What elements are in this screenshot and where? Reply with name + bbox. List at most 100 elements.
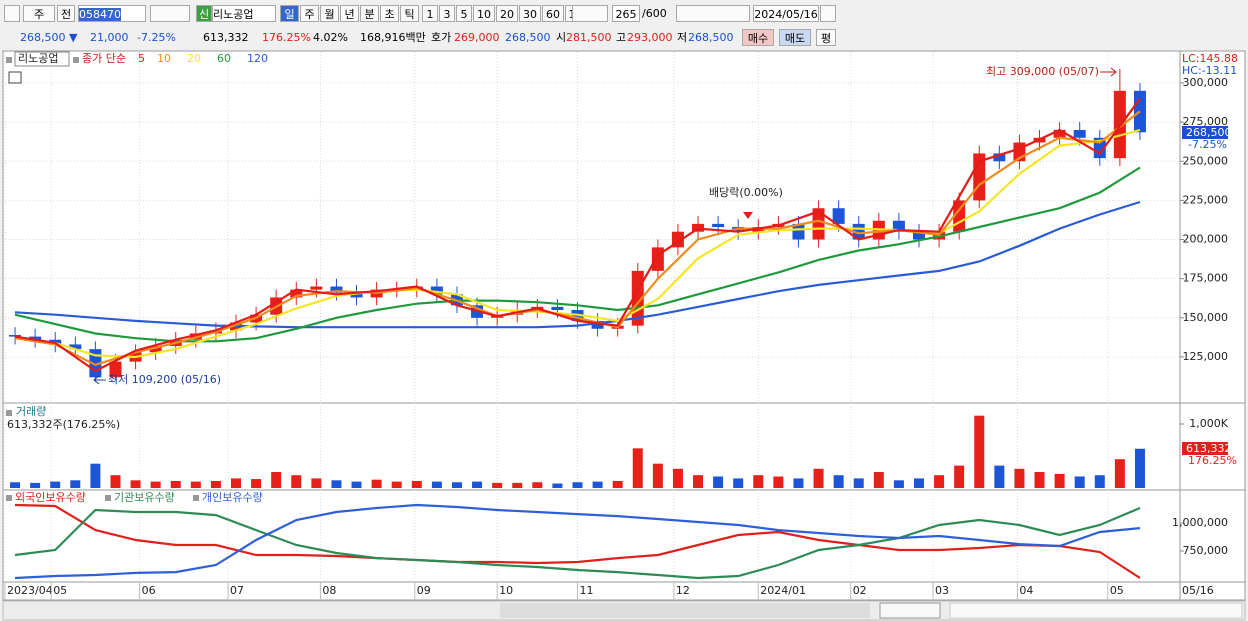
period-button[interactable]: 분 bbox=[360, 5, 379, 22]
volume-bar bbox=[672, 468, 683, 488]
scroll-thumb[interactable] bbox=[500, 603, 870, 618]
y-tick-label: 200,000 bbox=[1183, 233, 1229, 246]
volume-bar bbox=[331, 480, 342, 488]
volume-bar bbox=[612, 480, 623, 488]
period-button[interactable]: 10 bbox=[473, 5, 495, 22]
volume-bar bbox=[974, 415, 985, 488]
volume-bar bbox=[853, 478, 864, 488]
period-button[interactable]: 월 bbox=[320, 5, 339, 22]
volume-bar bbox=[1034, 472, 1045, 488]
candle-body bbox=[430, 286, 443, 295]
x-tick-label: 2023/04 bbox=[7, 584, 53, 597]
volume-bar bbox=[753, 475, 764, 488]
volume-bar bbox=[913, 478, 924, 488]
open-label: 시 bbox=[556, 31, 567, 44]
period-button[interactable]: 년 bbox=[340, 5, 359, 22]
high-arrow bbox=[1100, 67, 1117, 77]
legend-square bbox=[105, 495, 111, 501]
count[interactable]: 265 bbox=[612, 5, 640, 22]
volume-bar bbox=[552, 483, 563, 488]
search-icons[interactable] bbox=[150, 5, 190, 22]
period-button[interactable]: 5 bbox=[456, 5, 472, 22]
period-button[interactable]: 3 bbox=[439, 5, 455, 22]
calendar-icon[interactable] bbox=[820, 5, 836, 22]
nav-buttons[interactable] bbox=[879, 602, 941, 619]
period-button[interactable]: 일 bbox=[280, 5, 299, 22]
volume: 613,332 bbox=[203, 31, 249, 44]
buy-button[interactable]: 매수 bbox=[742, 29, 774, 46]
avg-button[interactable]: 평 bbox=[816, 29, 836, 46]
high-annotation: 최고 309,000 (05/07) bbox=[986, 65, 1099, 78]
change: 21,000 bbox=[90, 31, 129, 44]
type-select[interactable]: 주 bbox=[23, 5, 55, 22]
toolbar: 주 전 058470 신 리노공업 일주월년분초틱13510203060120 … bbox=[0, 3, 1248, 25]
legend-entry: 120 bbox=[247, 52, 268, 65]
candle-body bbox=[350, 292, 363, 298]
zoom-tools[interactable] bbox=[949, 602, 1243, 619]
candle-body bbox=[149, 345, 162, 353]
volume-bar bbox=[873, 472, 884, 488]
legend-entry: 기관보유수량 bbox=[114, 491, 175, 504]
name-box bbox=[14, 51, 70, 67]
y-tick-label: 1,000K bbox=[1189, 417, 1228, 430]
volume-bar bbox=[311, 478, 322, 488]
period-button[interactable]: 1 bbox=[422, 5, 438, 22]
volume-bar bbox=[793, 478, 804, 488]
period-button[interactable]: 주 bbox=[300, 5, 319, 22]
volume-bar bbox=[632, 448, 643, 488]
volume-bar bbox=[1134, 448, 1145, 488]
x-tick-label: 08 bbox=[322, 584, 336, 597]
period-button[interactable]: 틱 bbox=[400, 5, 419, 22]
x-tick-label: 03 bbox=[935, 584, 949, 597]
volume-bar bbox=[1114, 459, 1125, 488]
count-max: /600 bbox=[642, 7, 667, 20]
holding-line bbox=[14, 506, 1141, 580]
candle-body bbox=[109, 361, 122, 378]
legend-entry: 10 bbox=[157, 52, 171, 65]
y-tick-label: 750,000 bbox=[1183, 544, 1229, 557]
menu-icon[interactable] bbox=[4, 5, 20, 22]
volume-bar bbox=[592, 481, 603, 488]
period-button[interactable]: 60 bbox=[542, 5, 564, 22]
mode[interactable]: 전 bbox=[57, 5, 75, 22]
volume-bar bbox=[773, 476, 784, 488]
period-button[interactable]: 20 bbox=[496, 5, 518, 22]
volume-bar bbox=[1094, 475, 1105, 488]
volume-bar bbox=[10, 482, 21, 488]
volume-bar bbox=[90, 463, 101, 488]
candle-body bbox=[832, 208, 845, 224]
volume-bar bbox=[833, 475, 844, 488]
volume-bar bbox=[371, 479, 382, 488]
period-button[interactable]: 초 bbox=[380, 5, 399, 22]
table-icon bbox=[8, 71, 22, 84]
tool-icons[interactable] bbox=[676, 5, 750, 22]
y-tick-label: 300,000 bbox=[1183, 76, 1229, 89]
legend-square bbox=[193, 495, 199, 501]
legend-entry: 개인보유수량 bbox=[202, 491, 263, 504]
volume-bar bbox=[733, 478, 744, 488]
candle-body bbox=[551, 306, 564, 310]
ask: 269,000 bbox=[454, 31, 500, 44]
volume-bar bbox=[1014, 468, 1025, 488]
candle-body bbox=[912, 231, 925, 240]
period-button[interactable]: 30 bbox=[519, 5, 541, 22]
candle-body bbox=[330, 286, 343, 293]
legend-entry: 60 bbox=[217, 52, 231, 65]
volume-bar bbox=[893, 480, 904, 488]
volume-bar bbox=[411, 480, 422, 488]
volume-bar bbox=[652, 463, 663, 488]
dropdown[interactable] bbox=[572, 5, 608, 22]
stock-name[interactable]: 리노공업 bbox=[212, 5, 276, 22]
price: 268,500 ▼ bbox=[20, 31, 78, 44]
price-box bbox=[1182, 126, 1228, 139]
volume-bar bbox=[110, 475, 121, 488]
code-input[interactable]: 058470 bbox=[78, 5, 146, 22]
volume-bar bbox=[472, 481, 483, 488]
date[interactable]: 2024/05/16 bbox=[753, 5, 819, 22]
volume-rate: 176.25% bbox=[262, 31, 311, 44]
legend-entry: 외국인보유수량 bbox=[15, 491, 86, 504]
sell-button[interactable]: 매도 bbox=[779, 29, 811, 46]
low: 268,500 bbox=[688, 31, 734, 44]
legend-square bbox=[6, 57, 12, 63]
